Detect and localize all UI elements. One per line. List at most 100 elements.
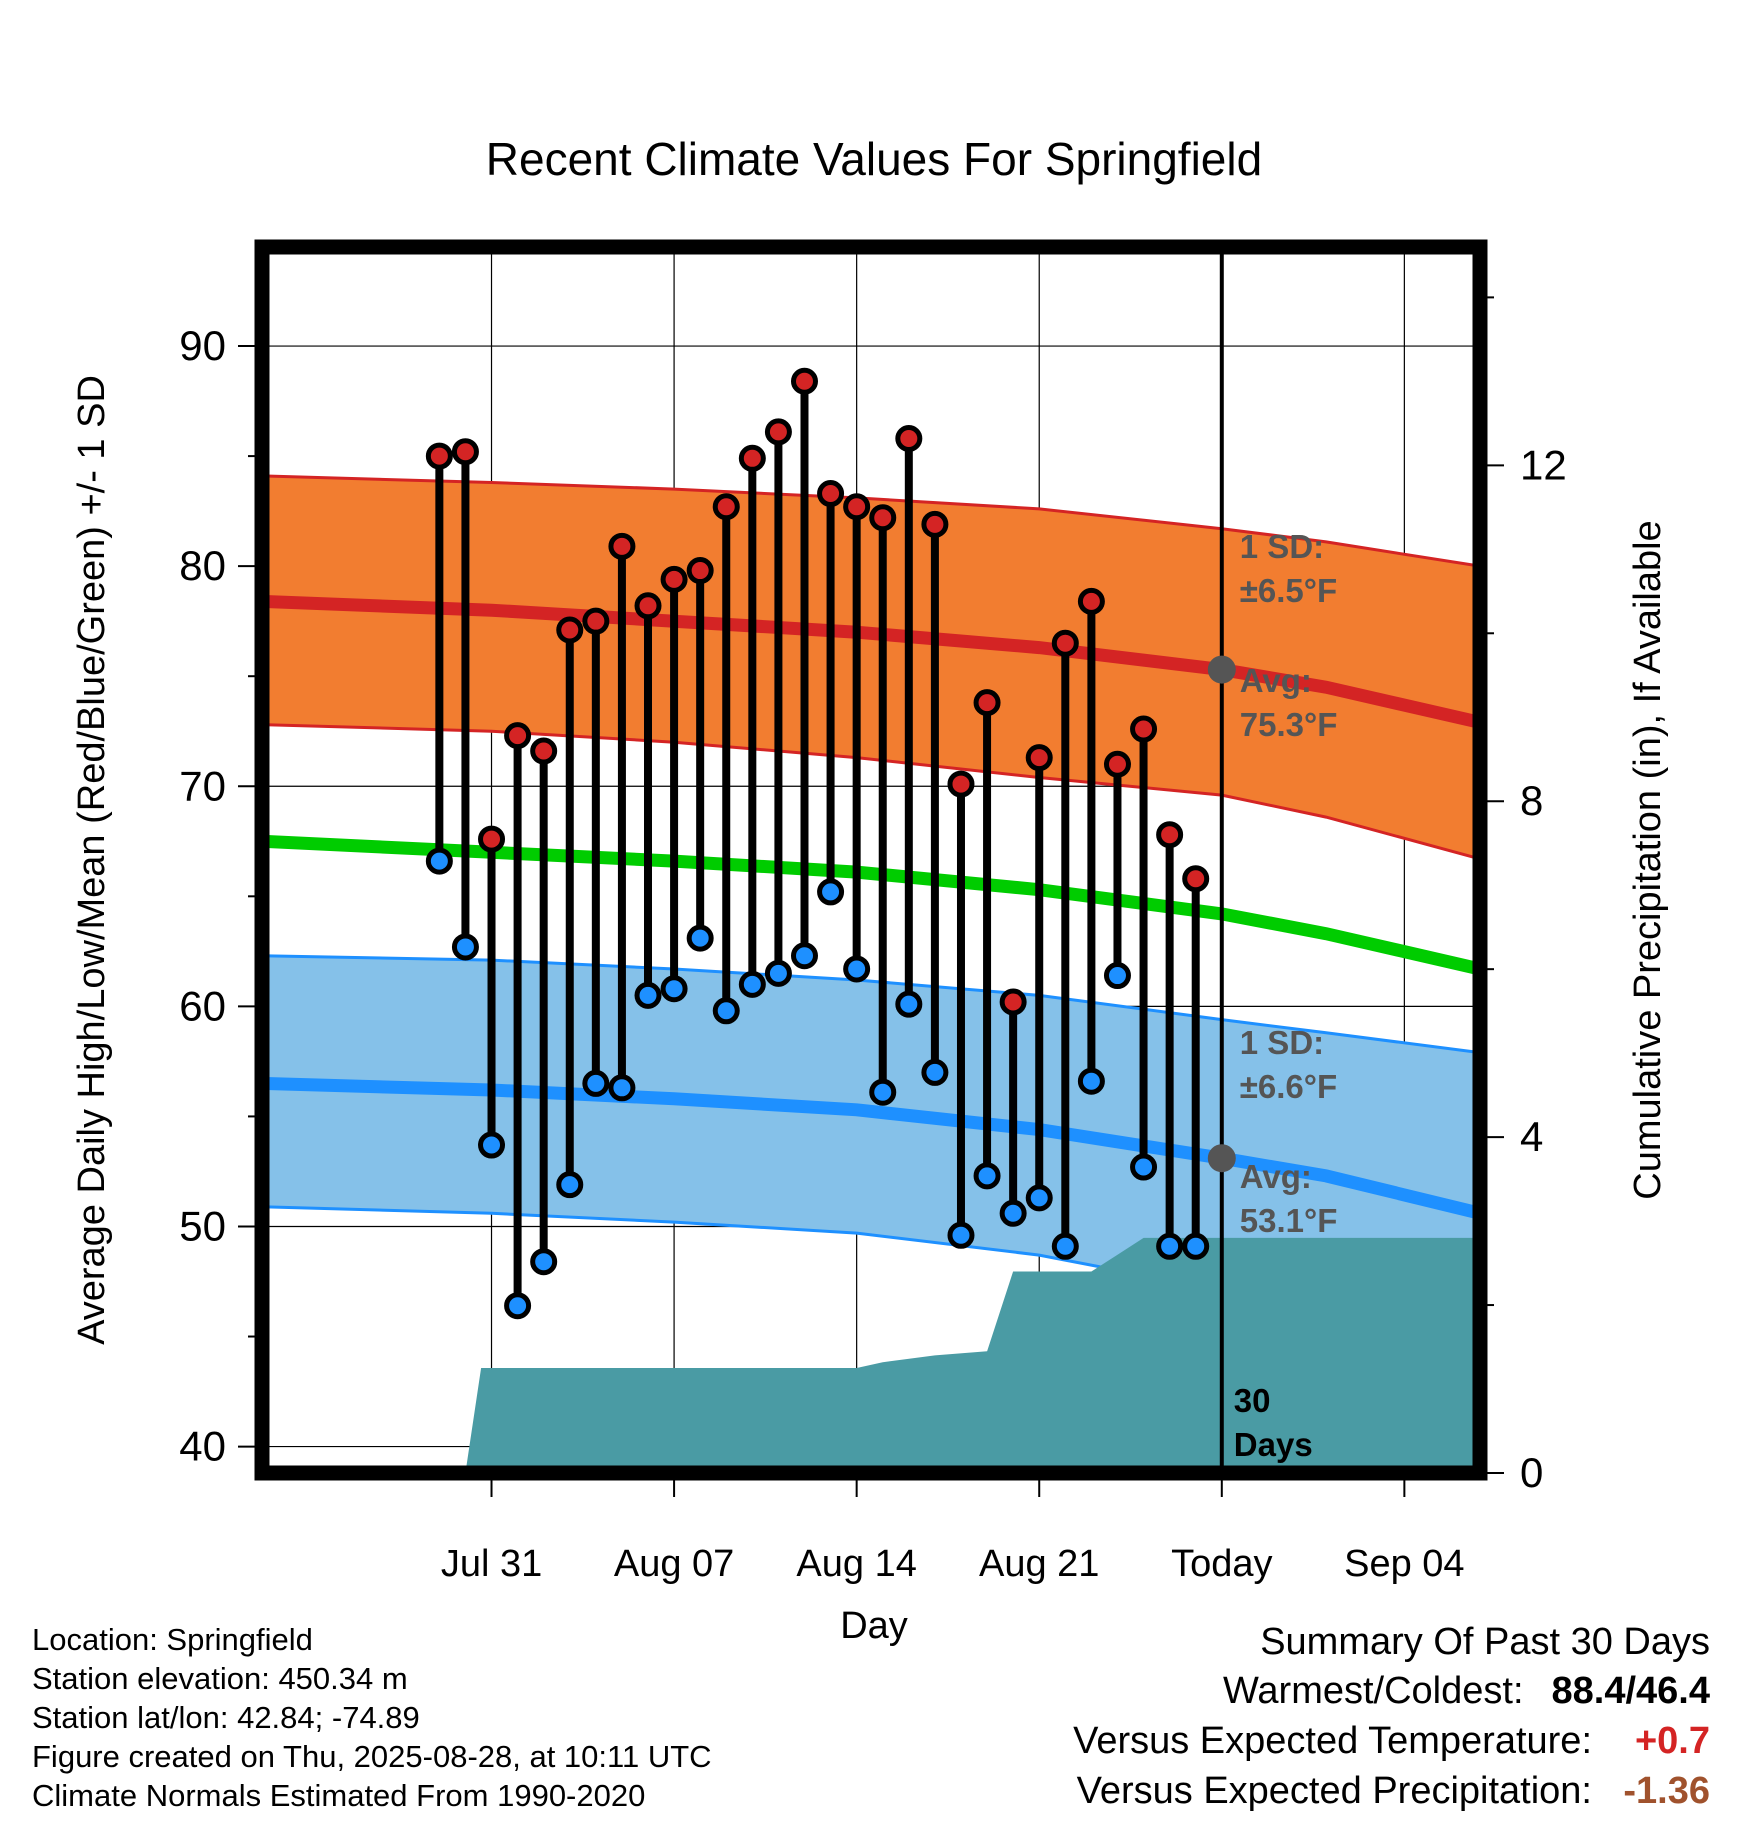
- warmest-coldest-row: Warmest/Coldest: 88.4/46.4: [1073, 1666, 1710, 1716]
- low-avg-label: Avg:: [1240, 1158, 1312, 1195]
- high-normal-line: [262, 594, 1480, 729]
- daily-low-point: [738, 970, 766, 998]
- mean-normal-line: [262, 834, 1480, 976]
- daily-high-point: [660, 565, 688, 593]
- high-sd-value: ±6.5°F: [1240, 572, 1337, 609]
- summary-title: Summary Of Past 30 Days: [1260, 1621, 1710, 1663]
- y-tick-label: 60: [179, 982, 226, 1029]
- daily-low-point: [921, 1058, 949, 1086]
- station-info: Location: Springfield Station elevation:…: [32, 1620, 712, 1815]
- x-tick-label: Today: [1171, 1543, 1272, 1585]
- daily-high-point: [1103, 750, 1131, 778]
- warmest-coldest-value: 88.4/46.4: [1551, 1670, 1710, 1712]
- daily-high-point: [869, 504, 897, 532]
- today-low-normal-marker: [1207, 1144, 1236, 1173]
- high-sd-band-upper-edge: [262, 474, 1480, 568]
- precip-anomaly-value: -1.36: [1623, 1770, 1710, 1812]
- daily-high-point: [738, 444, 766, 472]
- y-axis-label: Average Daily High/Low/Mean (Red/Blue/Gr…: [71, 375, 113, 1345]
- low-avg-value: 53.1°F: [1240, 1202, 1338, 1239]
- y-tick-label: 40: [179, 1423, 226, 1470]
- daily-low-point: [504, 1292, 532, 1320]
- y-tick-label: 80: [179, 542, 226, 589]
- precip-anomaly-row: Versus Expected Precipitation: -1.36: [1073, 1766, 1710, 1816]
- latlon-text: Station lat/lon: 42.84; -74.89: [32, 1700, 420, 1735]
- y2-tick-label: 4: [1520, 1113, 1543, 1160]
- daily-high-point: [686, 557, 714, 585]
- daily-high-point: [634, 592, 662, 620]
- high-avg-label: Avg:: [1240, 662, 1312, 699]
- daily-high-point: [608, 532, 636, 560]
- y2-axis-label: Cumulative Precipitation (in), If Availa…: [1627, 520, 1669, 1199]
- daily-high-point: [764, 418, 792, 446]
- y-tick-label: 70: [179, 762, 226, 809]
- x-axis-label: Day: [840, 1605, 908, 1647]
- daily-high-point: [1182, 865, 1210, 893]
- window-label-days: Days: [1234, 1426, 1313, 1463]
- daily-low-point: [556, 1171, 584, 1199]
- daily-high-point: [478, 825, 506, 853]
- daily-high-point: [1130, 715, 1158, 743]
- daily-high-point: [1077, 587, 1105, 615]
- daily-low-point: [451, 933, 479, 961]
- x-tick-label: Jul 31: [441, 1543, 542, 1585]
- chart-title: Recent Climate Values For Springfield: [486, 133, 1262, 185]
- x-tick-label: Aug 14: [796, 1543, 916, 1585]
- daily-low-point: [817, 878, 845, 906]
- elevation-text: Station elevation: 450.34 m: [32, 1661, 408, 1696]
- temp-anomaly-label: Versus Expected Temperature:: [1073, 1720, 1592, 1762]
- daily-low-point: [660, 975, 688, 1003]
- daily-low-point: [712, 997, 740, 1025]
- high-sd-band: [262, 475, 1480, 859]
- y-tick-label: 90: [179, 322, 226, 369]
- daily-high-point: [817, 480, 845, 508]
- daily-low-point: [790, 942, 818, 970]
- plot-frame: [254, 239, 1488, 1481]
- daily-low-point: [869, 1078, 897, 1106]
- daily-high-point: [973, 689, 1001, 717]
- daily-high-point: [843, 493, 871, 521]
- daily-high-point: [921, 510, 949, 538]
- daily-low-point: [895, 990, 923, 1018]
- created-text: Figure created on Thu, 2025-08-28, at 10…: [32, 1739, 712, 1774]
- daily-low-point: [1130, 1153, 1158, 1181]
- x-tick-label: Sep 04: [1344, 1543, 1464, 1585]
- daily-low-point: [1051, 1232, 1079, 1260]
- low-sd-value: ±6.6°F: [1240, 1068, 1337, 1105]
- daily-high-point: [895, 424, 923, 452]
- precip-anomaly-label: Versus Expected Precipitation:: [1076, 1770, 1592, 1812]
- daily-stems: [425, 367, 1210, 1320]
- precip-area: [262, 1237, 1480, 1473]
- daily-high-point: [530, 737, 558, 765]
- today-high-normal-marker: [1207, 655, 1236, 684]
- daily-low-point: [478, 1131, 506, 1159]
- daily-low-point: [843, 955, 871, 983]
- daily-low-point: [999, 1199, 1027, 1227]
- location-text: Location: Springfield: [32, 1622, 313, 1657]
- x-tick-label: Aug 07: [614, 1543, 734, 1585]
- daily-low-point: [686, 924, 714, 952]
- low-sd-label: 1 SD:: [1240, 1024, 1324, 1061]
- daily-high-point: [1025, 744, 1053, 772]
- daily-high-point: [1156, 821, 1184, 849]
- daily-low-point: [425, 847, 453, 875]
- daily-low-point: [530, 1248, 558, 1276]
- daily-low-point: [947, 1221, 975, 1249]
- summary-panel: Summary Of Past 30 Days Warmest/Coldest:…: [1073, 1618, 1710, 1816]
- daily-high-point: [504, 722, 532, 750]
- daily-low-point: [608, 1074, 636, 1102]
- daily-low-point: [1077, 1067, 1105, 1095]
- low-sd-band-upper-edge: [262, 954, 1480, 1055]
- daily-high-point: [556, 616, 584, 644]
- daily-high-point: [999, 988, 1027, 1016]
- daily-high-point: [1051, 629, 1079, 657]
- daily-low-point: [1182, 1232, 1210, 1260]
- y2-tick-label: 12: [1520, 441, 1567, 488]
- daily-low-point: [634, 981, 662, 1009]
- low-normal-line: [262, 1076, 1480, 1220]
- daily-low-point: [973, 1162, 1001, 1190]
- temp-anomaly-row: Versus Expected Temperature: +0.7: [1073, 1716, 1710, 1766]
- y2-tick-label: 8: [1520, 777, 1543, 824]
- temp-anomaly-value: +0.7: [1634, 1720, 1710, 1762]
